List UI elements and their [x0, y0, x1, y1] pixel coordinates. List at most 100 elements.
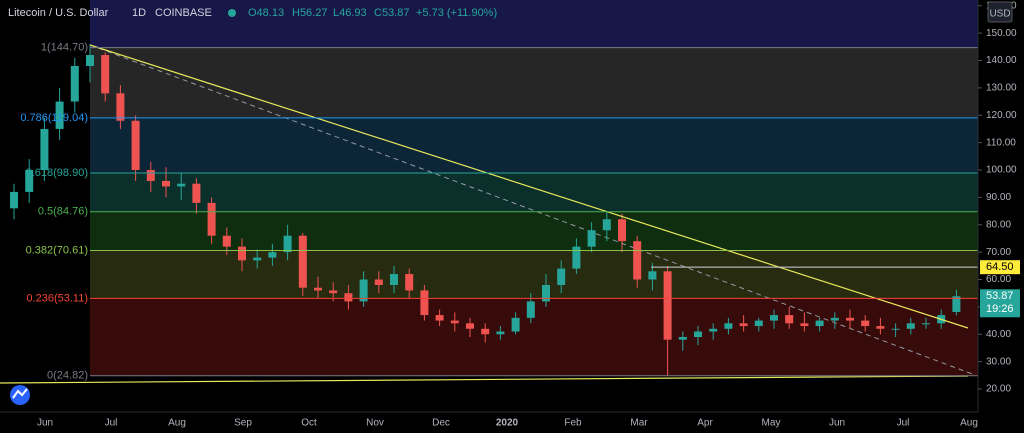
fib-label: 0.382(70.61)	[26, 244, 88, 256]
candle-body	[359, 279, 368, 302]
fib-band	[90, 117, 978, 174]
y-tick-label: 100.00	[986, 165, 1017, 176]
logo[interactable]	[10, 385, 30, 405]
candle-body	[405, 274, 414, 291]
candle-body	[891, 328, 900, 330]
currency: USD	[989, 9, 1010, 20]
candle-body	[618, 219, 626, 242]
y-tick-label: 110.00	[986, 137, 1016, 148]
candle-body	[572, 246, 581, 269]
fib-band	[90, 250, 978, 299]
candle-body	[633, 241, 642, 280]
y-tick-label: 60.00	[986, 274, 1011, 285]
candle-body	[542, 284, 550, 302]
candle-body	[283, 235, 292, 253]
ohlc-high: H56.27	[292, 7, 327, 19]
candle-body	[648, 271, 657, 280]
candle-body	[435, 315, 444, 321]
candle-body	[374, 279, 383, 285]
ohlc-close: C53.87	[374, 7, 409, 19]
candle-body	[450, 320, 459, 324]
candle-body	[694, 331, 702, 337]
x-tick-label: Sep	[234, 418, 252, 429]
candle-body	[906, 323, 915, 329]
x-tick-label: Jun	[829, 418, 845, 429]
candle-body	[846, 317, 854, 321]
symbol: Litecoin / U.S. Dollar	[8, 7, 109, 19]
trend-line-dashed	[89, 44, 976, 376]
candle-body	[146, 170, 155, 181]
candle-body	[800, 323, 809, 327]
candle-body	[10, 191, 18, 209]
x-tick-label: Aug	[960, 418, 978, 429]
x-tick-label: Nov	[366, 418, 384, 429]
price-label-box	[980, 260, 1020, 275]
x-tick-label: Jul	[897, 418, 910, 429]
logo-icon	[12, 388, 28, 399]
candle-body	[770, 315, 778, 321]
candle-body	[724, 323, 733, 329]
x-tick-label: Apr	[697, 418, 713, 429]
candle-body	[207, 202, 216, 236]
x-tick-label: Dec	[432, 418, 450, 429]
candle-body	[709, 328, 718, 332]
last-price-box	[980, 289, 1020, 318]
candle-body	[222, 235, 231, 247]
candle-body	[511, 317, 520, 332]
candle-body	[557, 268, 566, 285]
y-tick-label: 70.00	[986, 247, 1011, 258]
exchange: COINBASE	[155, 7, 212, 19]
interval: 1D	[132, 7, 146, 19]
candle-body	[86, 55, 94, 66]
candle-body	[314, 287, 322, 291]
x-tick-label: May	[762, 418, 781, 429]
candle-body	[739, 323, 748, 327]
candle-body	[420, 290, 429, 316]
x-tick-label: Oct	[301, 418, 317, 429]
candle-body	[754, 320, 763, 327]
candle-body	[298, 235, 307, 288]
fib-band-top	[90, 0, 978, 48]
candle-body	[55, 101, 64, 129]
fib-label: 0.236(53.11)	[26, 292, 88, 304]
x-tick-label: Feb	[564, 418, 582, 429]
x-tick-label: Jul	[105, 418, 118, 429]
candle-body	[390, 274, 398, 285]
candle-body	[253, 257, 262, 261]
candle-body	[876, 326, 885, 329]
candle-body	[861, 320, 870, 327]
fib-band	[90, 173, 978, 212]
candle-body	[177, 183, 186, 187]
candle-body	[815, 320, 824, 327]
ohlc-open: O48.13	[248, 7, 284, 19]
candle-body	[329, 290, 338, 294]
ohlc-low: L46.93	[333, 7, 367, 19]
candle-body	[663, 271, 672, 340]
ohlc-change: +5.73 (+11.90%)	[416, 7, 497, 19]
x-tick-label: Aug	[168, 418, 186, 429]
candle-body	[344, 293, 353, 302]
trend-line	[89, 44, 969, 329]
countdown: 19:26	[986, 303, 1014, 315]
y-tick-label: 90.00	[986, 192, 1011, 203]
fib-band	[90, 211, 978, 251]
candle-body	[496, 331, 505, 335]
candle-body	[40, 128, 49, 171]
candle-body	[131, 120, 140, 171]
fib-label: 0.786(119.04)	[20, 112, 88, 124]
fib-band	[90, 47, 978, 118]
candle-body	[785, 315, 794, 324]
candle-body	[678, 336, 687, 340]
y-tick-label: 150.00	[986, 28, 1017, 39]
fib-label: 0.618(98.90)	[26, 167, 88, 179]
fib-label: 1(144.70)	[41, 42, 88, 54]
fib-label: 0(24.82)	[47, 370, 88, 382]
candle-body	[481, 328, 490, 335]
last-price: 53.87	[986, 290, 1014, 302]
y-tick-label: 40.00	[986, 329, 1011, 340]
y-tick-label: 20.00	[986, 384, 1011, 395]
x-tick-label: Jun	[37, 418, 53, 429]
legend: Litecoin / U.S. Dollar 1D COINBASE O48.1…	[8, 7, 497, 19]
candle-body	[162, 180, 170, 187]
